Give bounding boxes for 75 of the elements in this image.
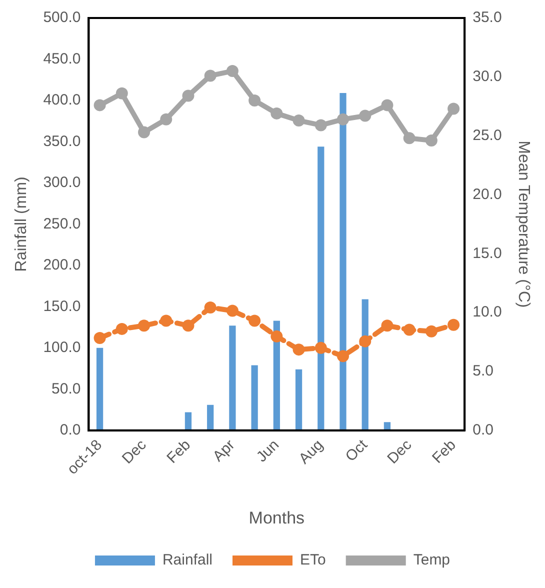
point [204, 70, 216, 82]
point [270, 107, 283, 120]
bar [340, 93, 346, 430]
y-tick-label: 200.0 [43, 256, 81, 274]
point [314, 119, 327, 132]
point [94, 99, 106, 112]
point [314, 342, 327, 354]
point [226, 65, 238, 78]
x-tick-label: Oct [342, 436, 372, 466]
y-tick-label: 50.0 [52, 380, 81, 398]
point [403, 132, 416, 144]
y-tick-label: 250.0 [43, 215, 81, 232]
point [182, 320, 194, 332]
y2-tick-label: 10.0 [472, 304, 502, 321]
x-axis-title: Months [248, 508, 305, 528]
y-tick-label: 400.0 [43, 92, 81, 109]
point [160, 113, 172, 126]
x-tick-label: Aug [296, 436, 327, 468]
point [226, 304, 238, 317]
y2-tick-label: 0.0 [472, 422, 494, 439]
point [116, 322, 128, 335]
y2-tick-label: 15.0 [472, 244, 502, 262]
y2-tick-label: 35.0 [472, 9, 502, 26]
point [448, 318, 460, 331]
bar [207, 404, 214, 430]
y-tick-label: 300.0 [43, 174, 81, 192]
y2-tick-label: 25.0 [472, 126, 502, 144]
y-tick-label: 0.0 [60, 422, 81, 439]
point [359, 335, 372, 348]
legend-label: ETo [300, 552, 326, 569]
bar [295, 369, 302, 430]
point [381, 99, 394, 112]
point [403, 324, 416, 336]
point [270, 330, 283, 342]
point [248, 94, 261, 106]
legend-label: Temp [413, 552, 450, 569]
point [138, 126, 150, 138]
point [425, 134, 438, 147]
point [359, 110, 372, 122]
x-tick-label: Jun [253, 436, 282, 466]
bar [229, 326, 236, 430]
bar [318, 146, 324, 430]
x-tick-label: Feb [429, 436, 460, 467]
point [182, 90, 194, 102]
y2-tick-label: 5.0 [472, 362, 494, 380]
point [138, 320, 150, 332]
x-tick-label: Dec [118, 436, 150, 468]
bar [96, 348, 104, 430]
x-tick-label: Apr [210, 436, 238, 466]
point [337, 350, 349, 362]
bar [251, 365, 258, 430]
y-axis-title: Rainfall (mm) [13, 176, 30, 272]
point [204, 302, 216, 314]
point [292, 344, 305, 356]
x-tick-label: Dec [384, 436, 416, 468]
y2-axis-title: Mean Temperature (°C) [514, 140, 532, 308]
y-tick-label: 100.0 [43, 339, 81, 356]
y-tick-label: 350.0 [43, 132, 81, 150]
point [292, 114, 305, 127]
point [448, 102, 460, 115]
y-tick-label: 450.0 [43, 50, 81, 68]
point [381, 320, 394, 332]
legend-label: Rainfall [162, 552, 213, 569]
y2-tick-label: 20.0 [472, 186, 502, 203]
point [248, 314, 261, 327]
point [425, 325, 438, 338]
bar [184, 412, 192, 430]
x-tick-label: Feb [164, 436, 194, 467]
y-tick-label: 500.0 [43, 9, 81, 26]
y-tick-label: 150.0 [43, 298, 81, 315]
point [116, 87, 128, 100]
y2-tick-label: 30.0 [472, 68, 502, 86]
point [94, 332, 106, 344]
point [160, 314, 172, 327]
point [337, 113, 349, 126]
